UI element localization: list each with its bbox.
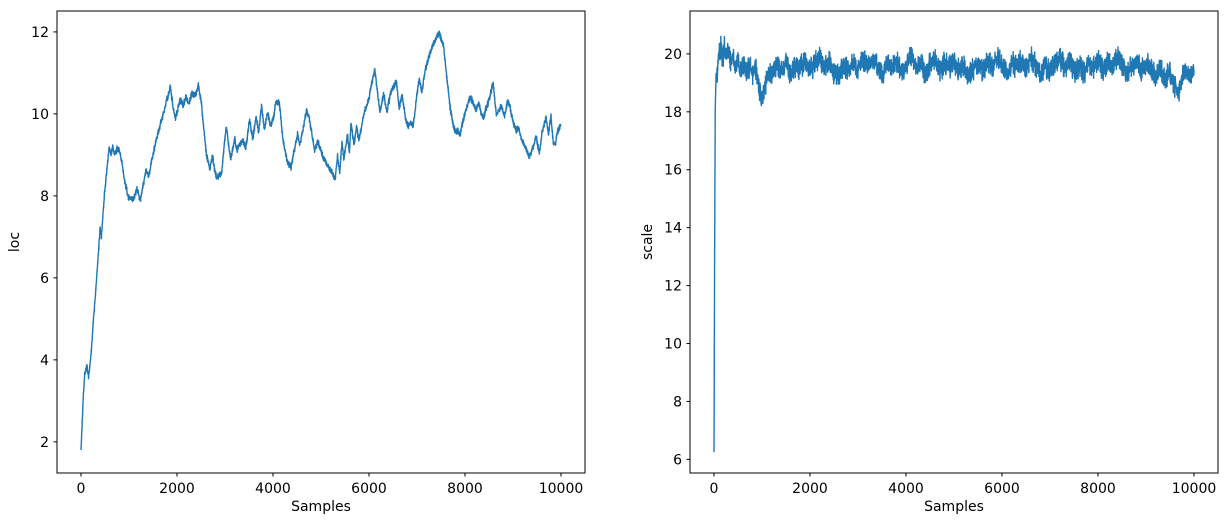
y-tick-label: 10 (31, 107, 49, 123)
y-tick-label: 12 (31, 25, 49, 41)
scale-trace-line (713, 35, 1195, 453)
y-tick-label: 18 (664, 105, 682, 121)
x-tick-label: 0 (77, 481, 86, 497)
y-tick-label: 12 (664, 279, 682, 295)
y-tick-label: 20 (664, 47, 682, 63)
y-tick-label: 10 (664, 337, 682, 353)
loc-trace-axes-frame (56, 10, 586, 474)
x-tick-label: 2000 (792, 481, 828, 497)
x-tick-label: 2000 (159, 481, 195, 497)
x-tick-label: 8000 (1080, 481, 1116, 497)
y-tick-label: 6 (40, 271, 49, 287)
y-tick-label: 4 (40, 353, 49, 369)
x-tick-label: 6000 (984, 481, 1020, 497)
y-tick-label: 14 (664, 221, 682, 237)
y-axis-label: scale (640, 224, 656, 260)
y-axis-label: loc (7, 232, 23, 252)
y-tick-label: 2 (40, 435, 49, 451)
y-tick-label: 6 (673, 452, 682, 468)
scale-trace-axes-frame (689, 10, 1219, 474)
loc-trace-line (80, 30, 562, 451)
y-tick-label: 8 (673, 394, 682, 410)
x-tick-label: 10000 (1172, 481, 1217, 497)
x-axis-label: Samples (924, 499, 984, 515)
x-tick-label: 4000 (888, 481, 924, 497)
x-tick-label: 8000 (447, 481, 483, 497)
x-tick-label: 0 (710, 481, 719, 497)
x-tick-label: 4000 (255, 481, 291, 497)
x-tick-label: 6000 (351, 481, 387, 497)
x-tick-label: 10000 (539, 481, 584, 497)
y-tick-label: 16 (664, 163, 682, 179)
y-tick-label: 8 (40, 189, 49, 205)
x-axis-label: Samples (291, 499, 351, 515)
